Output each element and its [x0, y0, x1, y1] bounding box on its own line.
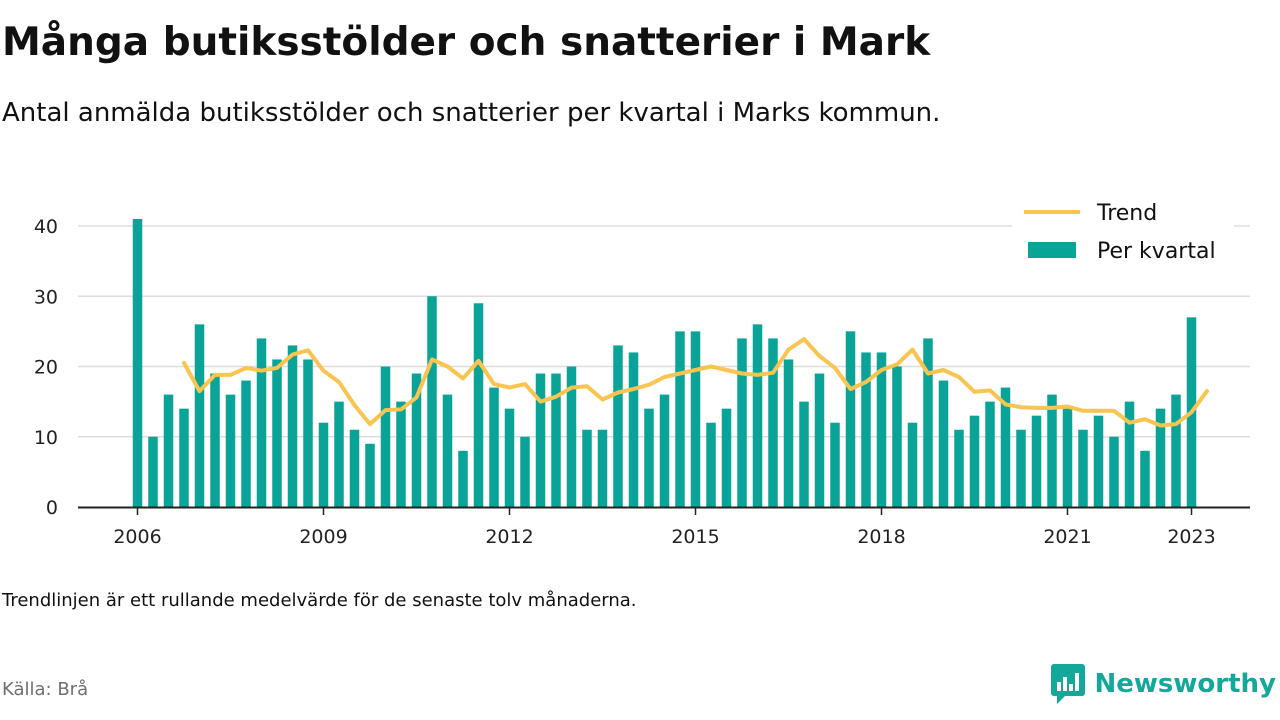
footnote: Trendlinjen är ett rullande medelvärde f…: [2, 590, 637, 611]
bar: [225, 394, 236, 507]
bar: [706, 422, 716, 507]
bar: [1031, 415, 1042, 507]
bar: [148, 436, 158, 507]
bar: [442, 394, 453, 507]
legend-trend-label: Trend: [1096, 201, 1157, 226]
bar: [163, 394, 174, 507]
bar: [954, 429, 964, 507]
bar: [799, 401, 809, 507]
bar: [566, 366, 577, 507]
bar: [690, 331, 701, 507]
bar: [1155, 408, 1166, 507]
y-tick-label: 20: [34, 357, 58, 379]
bar: [985, 401, 995, 507]
legend: Trend Per kvartal: [1012, 196, 1234, 276]
y-tick-label: 30: [34, 286, 58, 308]
x-tick-label: 2018: [857, 526, 905, 548]
bar: [845, 331, 856, 507]
bar: [830, 422, 840, 507]
bar: [675, 331, 685, 507]
bar: [1171, 394, 1181, 507]
bar: [365, 443, 375, 507]
bar: [318, 422, 329, 507]
bar: [427, 296, 437, 507]
bar: [132, 218, 143, 507]
bar: [861, 352, 871, 507]
bars: [132, 218, 1197, 507]
bar: [411, 373, 422, 507]
bar: [1047, 394, 1057, 507]
bar: [272, 359, 282, 507]
bar: [737, 338, 747, 507]
bar: [303, 359, 313, 507]
bar: [938, 380, 949, 507]
legend-bar-swatch: [1028, 242, 1076, 258]
bar: [334, 401, 344, 507]
bar: [504, 408, 515, 507]
bar: [721, 408, 732, 507]
bar: [892, 366, 902, 507]
legend-bar-label: Per kvartal: [1097, 239, 1216, 264]
bar: [1093, 415, 1104, 507]
bar: [349, 429, 360, 507]
y-tick-label: 10: [34, 427, 58, 449]
bar: [380, 366, 391, 507]
bar: [520, 436, 530, 507]
bar: [1062, 408, 1073, 507]
bar: [458, 450, 468, 507]
bar: [783, 359, 794, 507]
trend-line: [182, 337, 1209, 428]
bar: [969, 415, 980, 507]
bar: [535, 373, 546, 507]
trend-line-group: [182, 337, 1209, 428]
bar: [613, 345, 623, 507]
bar: [1078, 429, 1088, 507]
y-tick-label: 40: [34, 216, 58, 238]
bar: [876, 352, 887, 507]
bar: [644, 408, 654, 507]
bar: [907, 422, 918, 507]
chart-subtitle: Antal anmälda butiksstölder och snatteri…: [2, 98, 941, 128]
axes: 0 10 20 30 40 2006 2009 2012 2015 2018 2021 2023: [34, 216, 1250, 548]
bar: [1140, 450, 1150, 507]
bar: [179, 408, 189, 507]
x-tick-label: 2006: [113, 526, 161, 548]
bar: [1109, 436, 1119, 507]
x-tick-label: 2021: [1043, 526, 1091, 548]
x-tick-label: 2009: [299, 526, 347, 548]
bar: [1000, 387, 1011, 507]
bar: [768, 338, 778, 507]
bar: [923, 338, 933, 507]
bar: [489, 387, 499, 507]
legend-background: [1012, 196, 1234, 276]
bar: [597, 429, 608, 507]
bar: [473, 303, 484, 507]
bar: [1016, 429, 1026, 507]
bar: [256, 338, 267, 507]
bar: [659, 394, 670, 507]
bar: [241, 380, 251, 507]
x-tick-label: 2012: [485, 526, 533, 548]
brand: Newsworthy: [1050, 664, 1276, 704]
bar: [582, 429, 592, 507]
x-tick-label: 2023: [1167, 526, 1215, 548]
bar: [628, 352, 639, 507]
x-tick-label: 2015: [671, 526, 719, 548]
source-credit: Källa: Brå: [2, 679, 89, 700]
bar: [287, 345, 298, 507]
bar: [1124, 401, 1135, 507]
bar: [752, 324, 763, 507]
bar: [396, 401, 406, 507]
brand-name: Newsworthy: [1094, 669, 1276, 699]
bar: [194, 324, 205, 507]
y-tick-label: 0: [46, 497, 58, 519]
bar: [551, 373, 561, 507]
chart-title: Många butiksstölder och snatterier i Mar…: [2, 20, 931, 65]
bar: [814, 373, 825, 507]
newsworthy-logo-icon: [1050, 664, 1085, 704]
bar: [210, 373, 220, 507]
